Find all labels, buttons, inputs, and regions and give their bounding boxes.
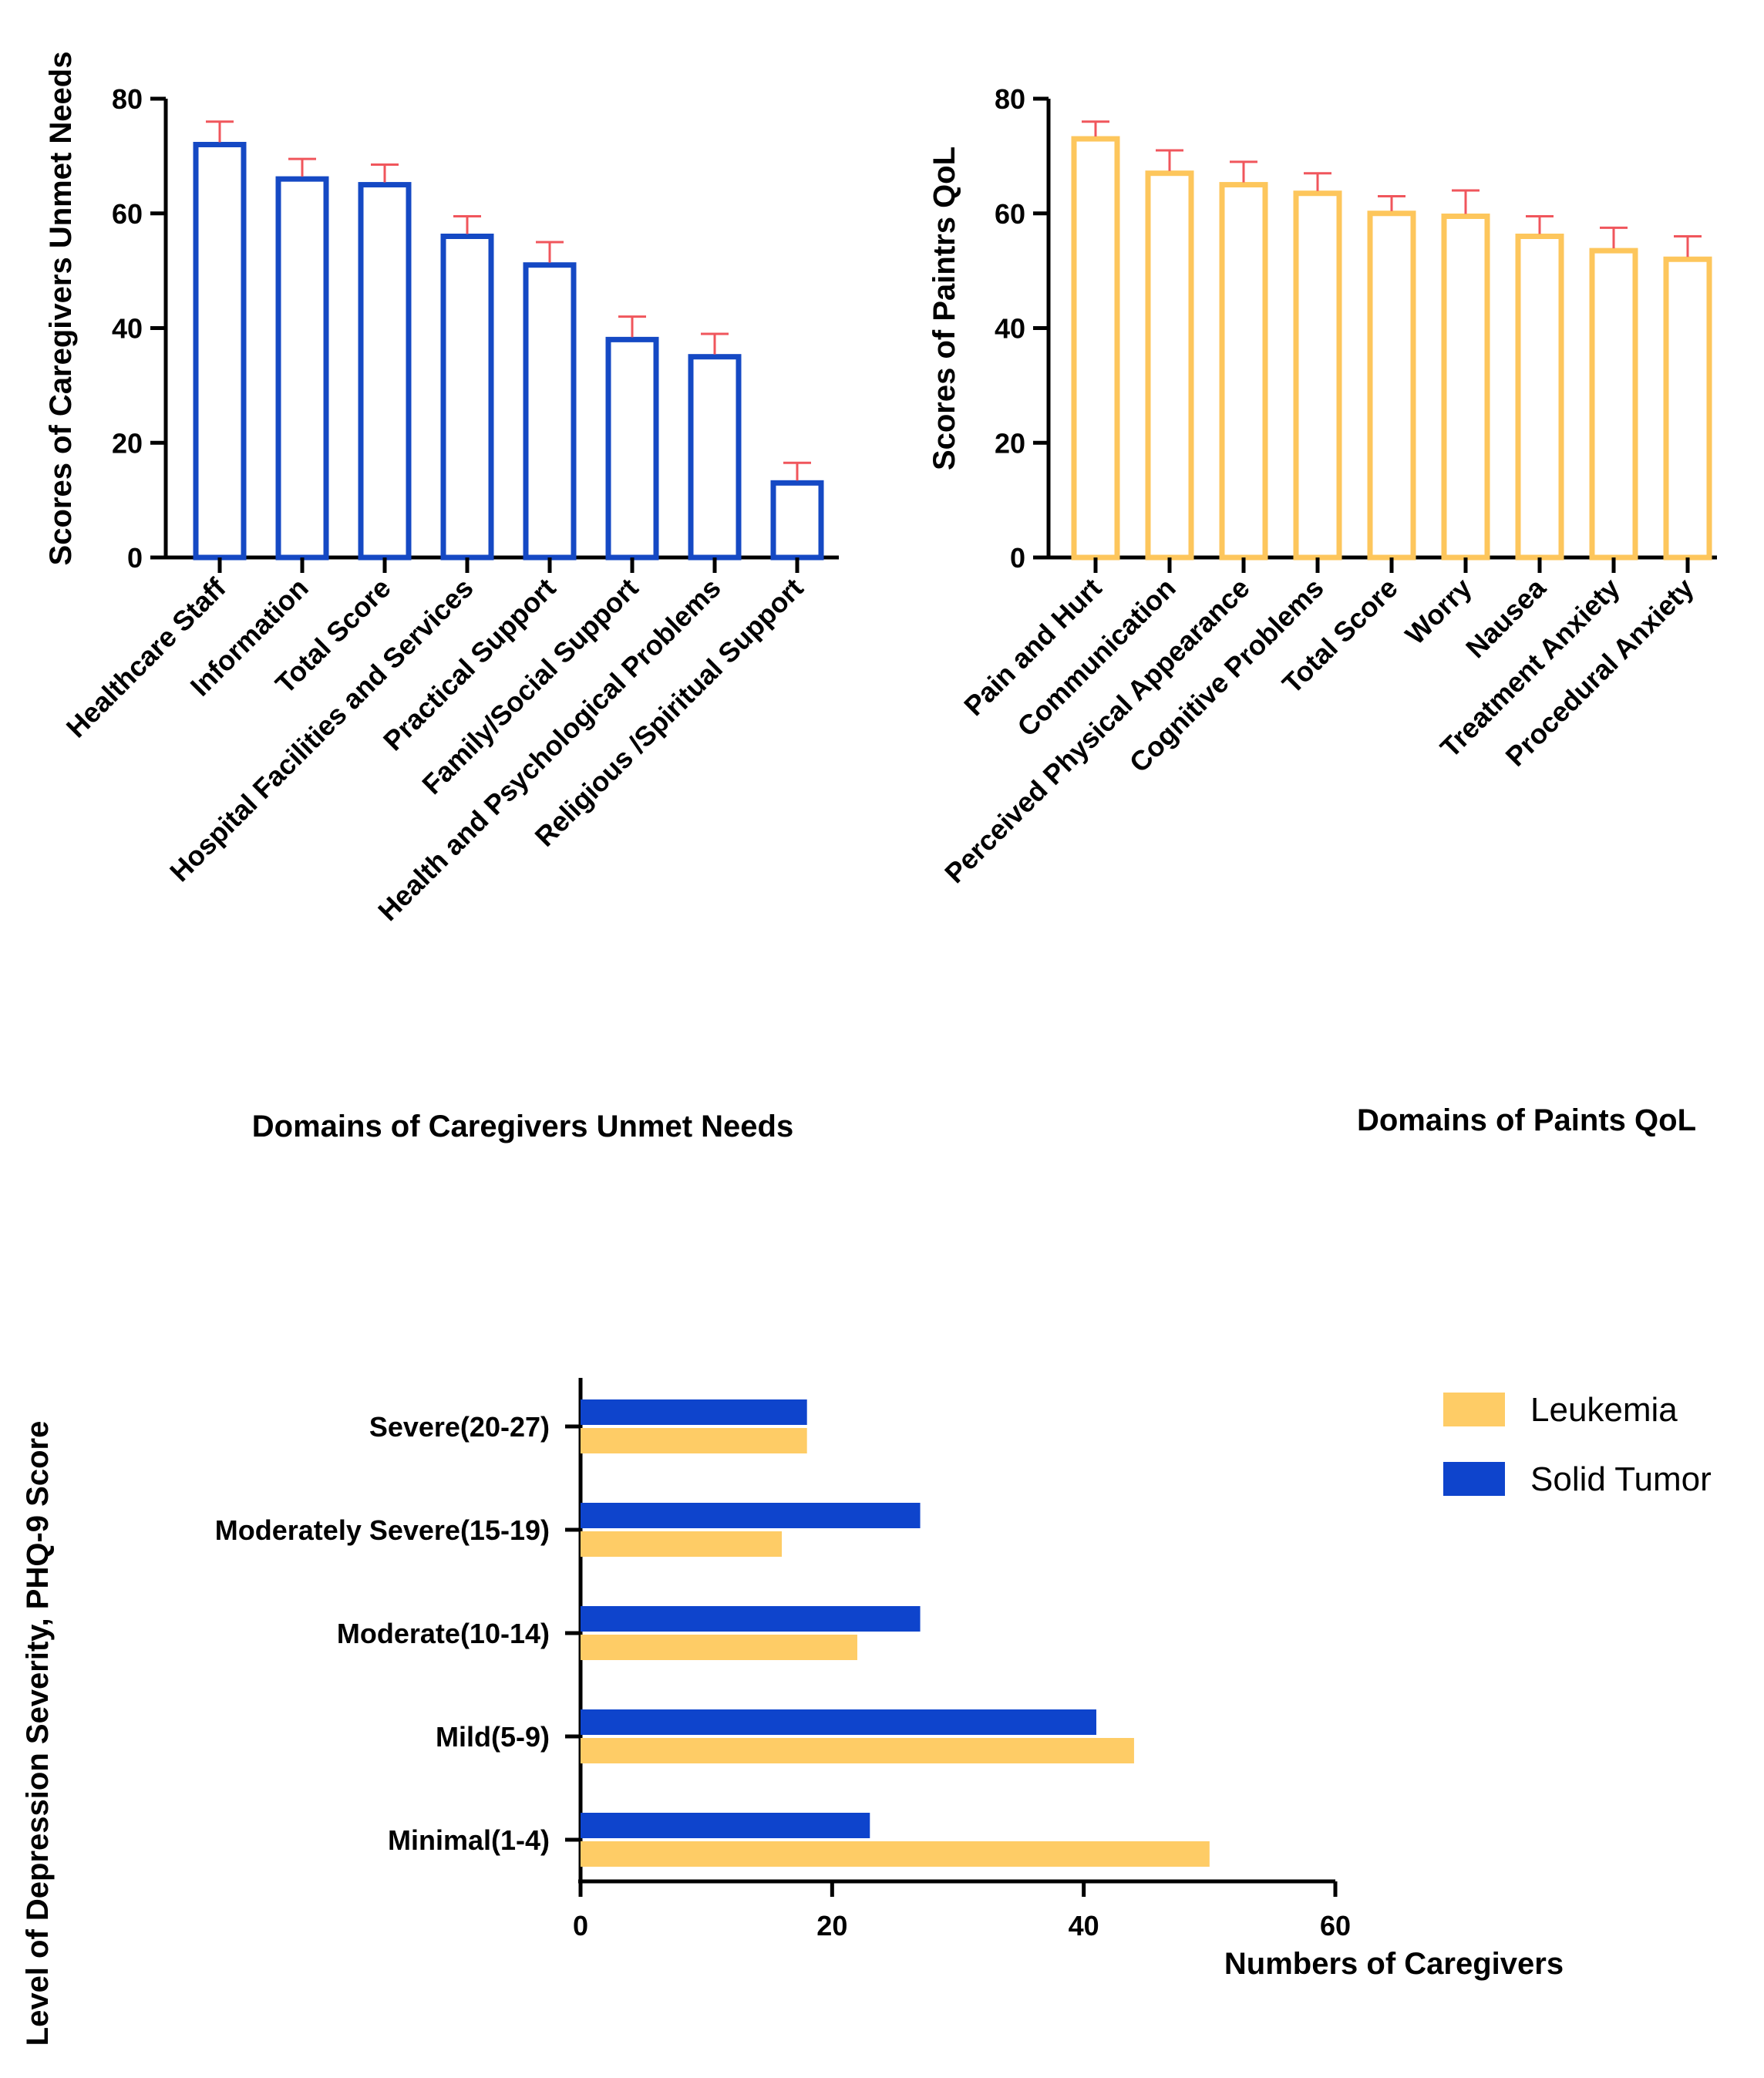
qol-bar [1219,182,1268,561]
legend-label-leukemia: Leukemia [1530,1391,1678,1429]
unmet-needs-bar [358,182,412,561]
depression-bar-leukemia [581,1428,807,1453]
depression-x-tick-label: 60 [1320,1910,1351,1942]
qol-bar [1589,248,1638,561]
depression-x-axis-title: Numbers of Caregivers [1224,1947,1564,1981]
depression-legend: Leukemia Solid Tumor [1443,1391,1712,1498]
unmet-needs-bar [275,176,329,561]
unmet-needs-bars [193,120,824,561]
qol-bars [1071,120,1712,561]
depression-bar-solid-tumor [581,1709,1096,1735]
qol-y-axis-title: Scores of Paintrs QoL [927,147,961,470]
depression-bar-solid-tumor [581,1399,807,1425]
unmet-needs-bar [440,234,494,561]
qol-y-tick-label: 80 [995,83,1025,115]
qol-x-axis-title: Domains of Paints QoL [1357,1103,1696,1137]
qol-bar [1663,256,1712,561]
unmet-needs-bar [193,142,247,561]
depression-x-ticks: 0 20 40 60 [573,1881,1351,1942]
depression-category-label: Severe(20-27) [369,1411,550,1443]
unmet-needs-category-label: Hospital Facilities and Services [163,572,480,888]
unmet-needs-y-tick-label: 0 [127,542,143,574]
depression-category-label: Mild(5-9) [436,1721,550,1753]
unmet-needs-bar [770,480,824,561]
depression-chart: Level of Depression Severity, PHQ-9 Scor… [21,1378,1712,2046]
depression-bar-leukemia [581,1531,783,1557]
depression-bar-solid-tumor [581,1606,921,1632]
unmet-needs-y-axis-title: Scores of Caregivers Unmet Needs [44,52,78,566]
depression-category-label: Moderately Severe(15-19) [215,1514,550,1546]
unmet-needs-y-tick-label: 60 [112,198,143,230]
legend-swatch-solid-tumor [1443,1462,1505,1496]
unmet-needs-y-tick-label: 80 [112,83,143,115]
qol-bar [1515,234,1564,561]
qol-y-ticks: 0 20 40 60 80 [995,83,1049,574]
qol-bar [1293,190,1342,561]
qol-bar [1441,213,1490,561]
qol-bar [1071,136,1120,561]
depression-x-tick-label: 0 [573,1910,588,1942]
qol-y-tick-label: 60 [995,198,1025,230]
depression-bar-leukemia [581,1635,857,1660]
qol-y-tick-label: 0 [1010,542,1025,574]
unmet-needs-bar [605,336,659,561]
depression-category-label: Moderate(10-14) [337,1618,550,1649]
depression-category-labels: Severe(20-27) Moderately Severe(15-19) Mod… [215,1411,581,1856]
qol-chart: Scores of Paintrs QoL 0 20 40 60 80 Pain and… [927,83,1717,1137]
unmet-needs-y-ticks: 0 20 40 60 80 [112,83,166,574]
qol-bar [1367,210,1416,561]
depression-y-axis-title: Level of Depression Severity, PHQ-9 Scor… [21,1421,55,2046]
legend-swatch-leukemia [1443,1393,1505,1426]
depression-bar-leukemia [581,1841,1210,1867]
depression-x-tick-label: 40 [1069,1910,1099,1942]
depression-x-tick-label: 20 [816,1910,847,1942]
depression-bars [581,1399,1210,1867]
qol-bar [1145,170,1194,561]
unmet-needs-chart: Scores of Caregivers Unmet Needs 0 20 40 60… [44,52,839,1143]
depression-bar-solid-tumor [581,1503,921,1528]
depression-category-label: Minimal(1-4) [388,1824,550,1856]
unmet-needs-bar [523,262,577,561]
qol-y-tick-label: 20 [995,427,1025,459]
depression-bar-leukemia [581,1738,1134,1763]
unmet-needs-x-axis-title: Domains of Caregivers Unmet Needs [252,1110,793,1143]
unmet-needs-y-tick-label: 40 [112,313,143,345]
unmet-needs-bar [688,354,742,561]
qol-y-tick-label: 40 [995,313,1025,345]
legend-label-solid-tumor: Solid Tumor [1530,1460,1712,1498]
qol-category-label: Perceived Physical Appearance [938,572,1256,890]
depression-bar-solid-tumor [581,1813,870,1838]
unmet-needs-y-tick-label: 20 [112,427,143,459]
